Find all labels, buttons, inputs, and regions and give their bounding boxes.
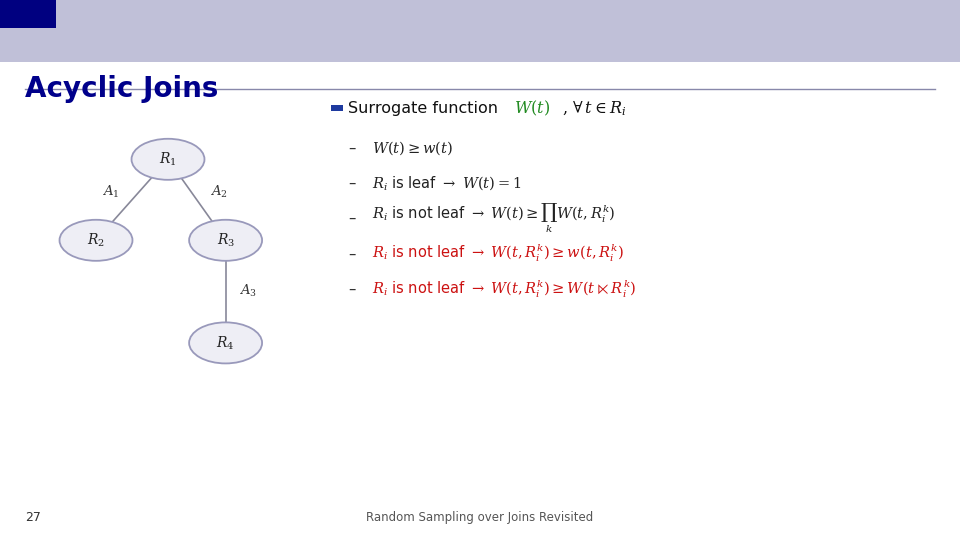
Text: $R_i$ is not leaf $\rightarrow$ $W(t) \geq \prod_k W(t, R_i^k)$: $R_i$ is not leaf $\rightarrow$ $W(t) \g… — [372, 202, 615, 235]
Text: $R_4$: $R_4$ — [216, 334, 235, 352]
Text: $R_i$ is leaf $\rightarrow$ $W(t) = 1$: $R_i$ is leaf $\rightarrow$ $W(t) = 1$ — [372, 175, 521, 192]
Bar — [0, 0, 960, 62]
Circle shape — [132, 139, 204, 180]
Text: Acyclic Joins: Acyclic Joins — [25, 75, 218, 103]
Text: –: – — [348, 176, 356, 191]
Bar — [0, 0, 56, 28]
Text: –: – — [348, 141, 356, 156]
Text: $R_2$: $R_2$ — [87, 232, 105, 249]
Bar — [331, 105, 343, 111]
Circle shape — [189, 322, 262, 363]
Text: $W(t)$: $W(t)$ — [514, 98, 550, 118]
Text: 27: 27 — [25, 511, 41, 524]
Circle shape — [60, 220, 132, 261]
Text: $A_3$: $A_3$ — [239, 282, 256, 299]
Text: $A_2$: $A_2$ — [210, 184, 228, 200]
Text: $A_1$: $A_1$ — [102, 184, 119, 200]
Text: $R_i$ is not leaf $\rightarrow$ $W(t, R_i^k) \geq w(t, R_i^k)$: $R_i$ is not leaf $\rightarrow$ $W(t, R_… — [372, 243, 623, 265]
Circle shape — [189, 220, 262, 261]
Text: Random Sampling over Joins Revisited: Random Sampling over Joins Revisited — [367, 511, 593, 524]
Text: $,\,\forall\, t \in R_i$: $,\,\forall\, t \in R_i$ — [562, 98, 626, 118]
Text: –: – — [348, 246, 356, 261]
Text: $W(t) \geq w(t)$: $W(t) \geq w(t)$ — [372, 140, 452, 157]
Text: $R_1$: $R_1$ — [159, 151, 177, 168]
Text: $R_i$ is not leaf $\rightarrow$ $W(t, R_i^k) \geq W(t \ltimes R_i^k)$: $R_i$ is not leaf $\rightarrow$ $W(t, R_… — [372, 278, 636, 300]
Text: –: – — [348, 281, 356, 296]
Text: $R_3$: $R_3$ — [217, 232, 234, 249]
Text: Surrogate function: Surrogate function — [348, 100, 504, 116]
Text: –: – — [348, 211, 356, 226]
